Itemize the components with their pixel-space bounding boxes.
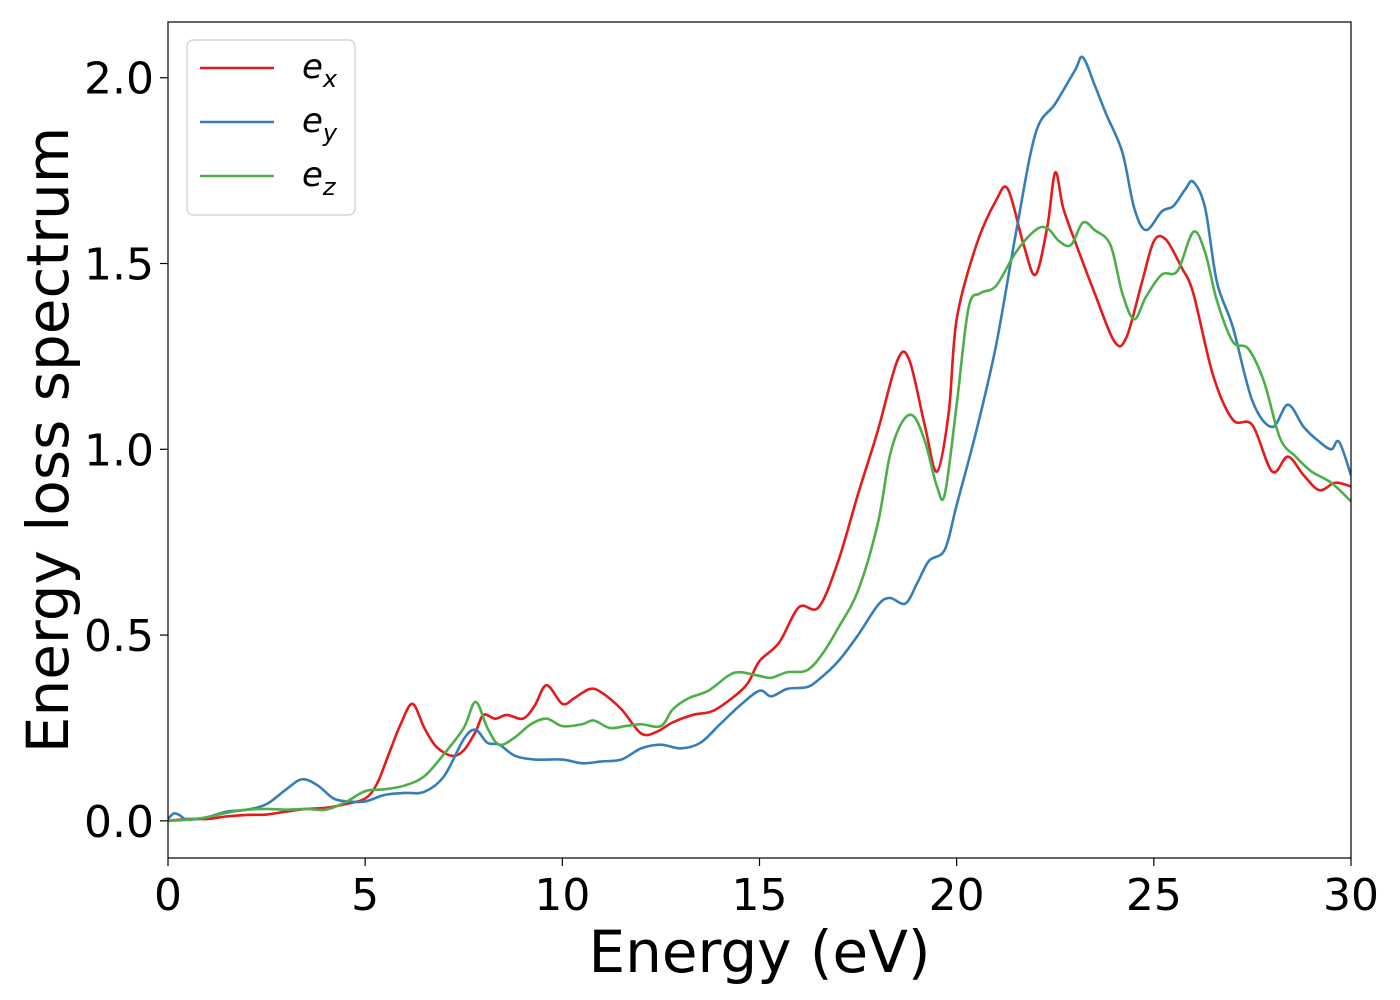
x-tick-label: 0 — [154, 870, 182, 921]
legend-box — [186, 39, 356, 216]
legend-label-x: ex — [302, 47, 338, 93]
x-axis-label: Energy (eV) — [588, 918, 930, 986]
x-tick-label: 15 — [732, 870, 788, 921]
plot-area — [168, 55, 1351, 823]
y-tick-label: 1.0 — [84, 425, 154, 476]
y-tick-label: 0.5 — [84, 611, 154, 662]
y-axis-label: Energy loss spectrum — [14, 127, 82, 753]
y-axis-ticks: 0.0 0.5 1.0 1.5 2.0 — [84, 54, 168, 848]
x-axis-ticks: 0 5 10 15 20 25 30 — [154, 858, 1379, 921]
legend-label-z: ez — [302, 155, 337, 201]
legend-label-y: ey — [302, 101, 338, 147]
series-line-z — [168, 220, 1351, 823]
x-tick-label: 20 — [929, 870, 985, 921]
axes-frame — [167, 21, 1352, 859]
legend: ex ey ez — [186, 39, 356, 216]
series-line-y — [168, 55, 1351, 822]
x-tick-label: 5 — [351, 870, 379, 921]
series-line-x — [168, 171, 1351, 823]
x-tick-label: 30 — [1323, 870, 1379, 921]
y-tick-label: 2.0 — [84, 54, 154, 105]
y-tick-label: 0.0 — [84, 797, 154, 848]
y-tick-label: 1.5 — [84, 240, 154, 291]
x-tick-label: 25 — [1126, 870, 1182, 921]
x-tick-label: 10 — [534, 870, 590, 921]
